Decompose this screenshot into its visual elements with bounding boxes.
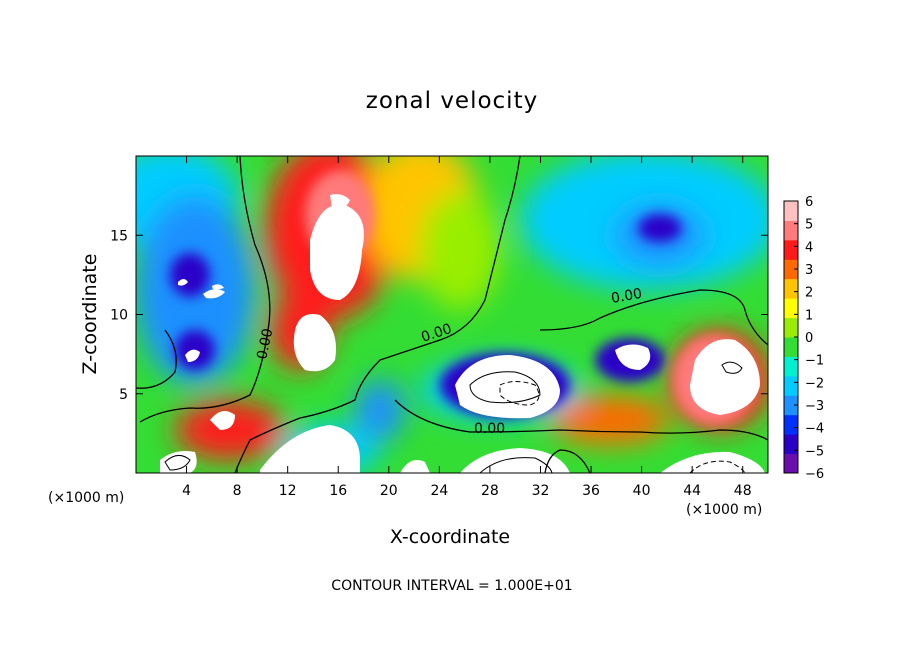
colorbar-tick-label: 5: [805, 218, 813, 233]
heatmap-field: [136, 156, 768, 473]
colorbar-swatch: [784, 298, 798, 319]
colorbar-swatch: [784, 453, 798, 474]
x-tick-label: 16: [329, 483, 347, 499]
colorbar-tick-label: −1: [805, 354, 824, 369]
x-tick-label: 8: [233, 483, 242, 499]
colorbar-tick-label: 6: [805, 195, 813, 210]
colorbar-tick-label: −3: [805, 399, 824, 414]
colorbar-swatch: [784, 356, 798, 377]
colorbar-swatch: [784, 278, 798, 299]
x-tick-label: 32: [532, 483, 550, 499]
x-tick-label: 12: [279, 483, 297, 499]
x-tick-label: 4: [182, 483, 191, 499]
x-tick-label: 36: [582, 483, 600, 499]
colorbar-tick-label: 2: [805, 286, 813, 301]
colorbar-tick-label: 1: [805, 308, 813, 323]
colorbar-tick-label: −6: [805, 467, 824, 482]
x-tick-label: 20: [380, 483, 398, 499]
y-tick-label: 5: [119, 387, 128, 403]
zero-contours: [136, 156, 768, 473]
colorbar: 6 5 4 3 2 1 0 −1 −2 −3 −4 −5 −6: [783, 195, 824, 482]
inner-contours: [164, 361, 746, 474]
y-tick-label: 10: [110, 308, 128, 324]
chart-title: zonal velocity: [365, 88, 539, 114]
colorbar-swatch: [784, 414, 798, 435]
x-tick-label: 44: [683, 483, 701, 499]
colorbar-swatch: [784, 239, 798, 260]
colorbar-tick-label: −5: [805, 444, 824, 459]
colorbar-swatch: [784, 375, 798, 396]
colorbar-swatch: [784, 220, 798, 241]
colorbar-swatch: [784, 337, 798, 357]
x-axis-label: X-coordinate: [389, 526, 511, 548]
contour-label: 0.00: [474, 421, 505, 437]
colorbar-tick-label: 3: [805, 263, 813, 278]
colorbar-tick-label: 4: [805, 240, 813, 255]
colorbar-swatch: [784, 434, 798, 455]
x-unit-right: (×1000 m): [686, 502, 763, 518]
colorbar-swatch: [784, 317, 798, 338]
colorbar-swatch: [784, 201, 798, 221]
contour-label: 0.00: [610, 286, 643, 307]
x-tick-label: 48: [734, 483, 752, 499]
colorbar-tick-label: −2: [805, 376, 824, 391]
colorbar-swatch: [784, 395, 798, 416]
colorbar-tick-label: −4: [805, 422, 824, 437]
x-tick-label: 24: [430, 483, 448, 499]
x-tick-label: 28: [481, 483, 499, 499]
x-unit-left: (×1000 m): [48, 490, 125, 506]
y-axis-label: Z-coordinate: [79, 253, 101, 375]
contour-interval-note: CONTOUR INTERVAL = 1.000E+01: [331, 578, 573, 594]
colorbar-swatch: [784, 259, 798, 280]
x-tick-label: 40: [633, 483, 651, 499]
colorbar-tick-label: 0: [805, 331, 813, 346]
contour-label: 0.00: [254, 327, 276, 361]
y-tick-label: 15: [110, 228, 128, 244]
